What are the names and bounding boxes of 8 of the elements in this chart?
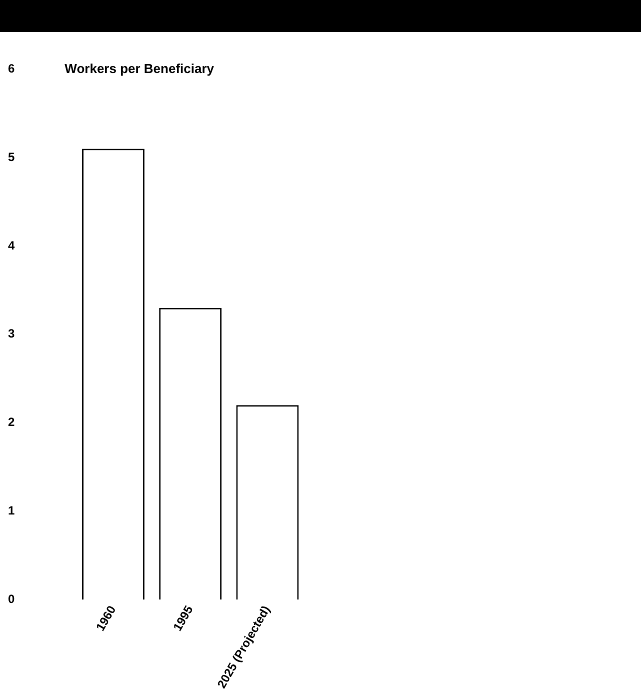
y-tick-label: 5: [8, 150, 15, 164]
y-tick-label: 6: [8, 62, 15, 76]
chart-title: Workers per Beneficiary: [64, 60, 215, 76]
y-tick-label: 2: [8, 415, 15, 430]
y-tick-label: 3: [8, 326, 15, 341]
y-tick-label: 1: [8, 503, 15, 518]
y-tick-label: 4: [8, 238, 15, 252]
y-tick-label: 0: [8, 592, 15, 606]
